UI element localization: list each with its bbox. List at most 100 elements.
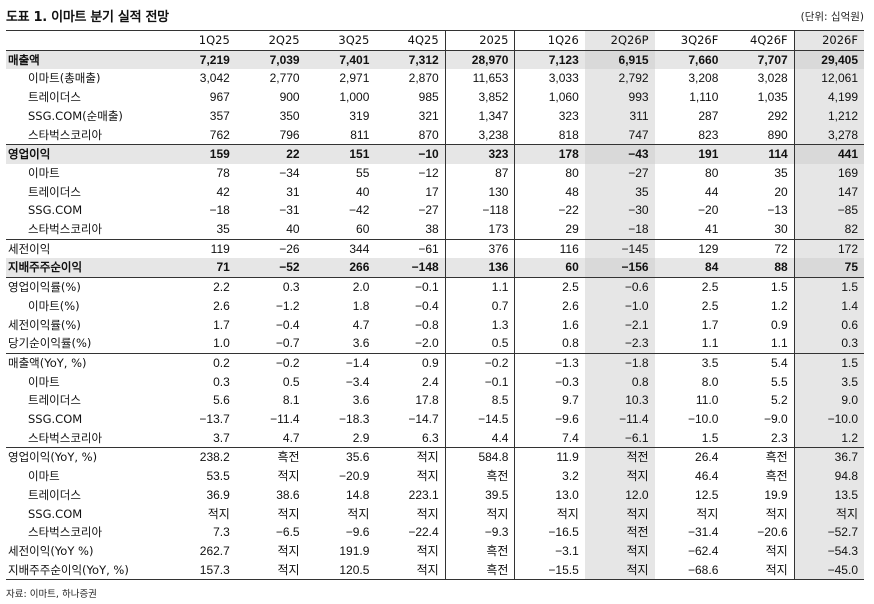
cell-value: −62.4	[688, 543, 719, 558]
cell-value: 3,028	[757, 71, 788, 86]
cell-value: 적전	[584, 447, 655, 468]
cell-value: 35.6	[346, 450, 370, 465]
table-row: 이마트(총매출) 3,042 2,770 2,971 2,870 11,653 3,033 2…	[6, 69, 864, 89]
cell-value: 2.5	[701, 280, 719, 295]
cell-value: 84	[654, 258, 725, 278]
row-label: SSG.COM	[28, 506, 83, 521]
cell-value: 88	[724, 258, 795, 278]
cell-value: 60	[514, 258, 585, 278]
cell-value: −9.0	[763, 412, 788, 427]
cell-value: −26	[279, 241, 300, 256]
cell-value: 40	[286, 222, 300, 237]
row-label: 지배주주순이익	[6, 258, 166, 278]
table-row: 세전이익률(%) 1.7 −0.4 4.7 −0.8 1.3 1.6 −2.1 1.7 0.9 0.…	[6, 315, 864, 335]
cell-value: 31	[286, 184, 300, 199]
cell-value: −1.3	[514, 353, 585, 373]
cell-value: 1.1	[770, 336, 788, 351]
cell-value: 191	[654, 144, 725, 164]
header-col: 3Q26F	[680, 33, 719, 47]
header-col: 1Q26	[514, 30, 585, 51]
cell-value: 적지	[347, 506, 370, 521]
cell-value: −22.4	[408, 525, 439, 540]
header-col: 4Q26F	[750, 33, 788, 47]
row-label: 매출액	[6, 50, 166, 70]
cell-value: 3.7	[213, 430, 230, 445]
cell-value: 7,219	[166, 50, 236, 70]
table-row: 세전이익 119 −26 344 −61 376 116 −145 129 72 172	[6, 239, 864, 259]
cell-value: 적지	[277, 506, 300, 521]
cell-value: 7,707	[724, 50, 795, 70]
cell-value: 20	[774, 184, 788, 199]
cell-value: −1.8	[584, 353, 655, 373]
cell-value: 9.7	[514, 391, 585, 411]
cell-value: 811	[350, 127, 370, 142]
cell-value: 적지	[765, 562, 788, 577]
cell-value: 2,792	[584, 69, 655, 89]
header-col: 1Q25	[198, 33, 230, 47]
cell-value: 17.8	[415, 393, 439, 408]
cell-value: 2.2	[213, 280, 230, 295]
row-label: 스타벅스코리아	[28, 430, 103, 445]
row-label: 영업이익률(%)	[8, 280, 81, 295]
cell-value: −34	[279, 165, 300, 180]
cell-value: 0.5	[282, 374, 300, 389]
row-label: SSG.COM	[28, 412, 83, 427]
header-col: 2Q25	[268, 33, 300, 47]
cell-value: 적지	[277, 562, 300, 577]
cell-value: 5.2	[770, 393, 788, 408]
cell-value: 40	[356, 184, 370, 199]
cell-value: 55	[356, 165, 370, 180]
cell-value: 1,212	[793, 106, 864, 126]
row-label: 세전이익(YoY %)	[8, 543, 94, 558]
cell-value: 26.4	[695, 450, 719, 465]
row-label: 세전이익률(%)	[8, 317, 81, 332]
cell-value: −0.1	[414, 280, 439, 295]
cell-value: 796	[279, 127, 300, 142]
cell-value: 19.9	[764, 487, 788, 502]
cell-value: −6.1	[584, 428, 655, 448]
row-label: 지배주주순이익(YoY, %)	[8, 562, 129, 577]
table-row: 이마트 53.5 적지 −20.9 적지 흑전 3.2 적지 46.4 흑전 94.8	[6, 467, 864, 486]
cell-value: 3.2	[514, 467, 585, 486]
cell-value: 30	[774, 222, 788, 237]
cell-value: 129	[698, 241, 719, 256]
cell-value: −0.8	[414, 317, 439, 332]
cell-value: 12.5	[695, 487, 719, 502]
cell-value: −31.4	[688, 525, 719, 540]
cell-value: −0.6	[584, 277, 655, 297]
cell-value: 94.8	[793, 467, 864, 486]
cell-value: 38	[425, 222, 439, 237]
table-row: 트레이더스 967 900 1,000 985 3,852 1,060 993 1,110 1,0…	[6, 88, 864, 107]
cell-value: 적지	[416, 506, 439, 521]
row-label: 세전이익	[8, 241, 51, 256]
cell-value: 178	[514, 144, 585, 164]
cell-value: 1.8	[352, 298, 370, 313]
cell-value: 151	[305, 144, 376, 164]
cell-value: 266	[305, 258, 376, 278]
cell-value: 2.6	[514, 296, 585, 316]
table-row: 스타벅스코리아 7.3 −6.5 −9.6 −22.4 −9.3 −16.5 적전 −31.4 −…	[6, 523, 864, 542]
cell-value: 적지	[416, 450, 439, 465]
cell-value: −20	[698, 203, 719, 218]
unit-label: (단위: 십억원)	[800, 11, 864, 23]
table-row: 당기순이익률(%) 1.0 −0.7 3.6 −2.0 0.5 0.8 −2.3 1.1 1.1 0…	[6, 334, 864, 354]
cell-value: 870	[418, 127, 439, 142]
cell-value: 173	[444, 220, 515, 240]
row-label: 영업이익	[6, 144, 166, 164]
table-row: 스타벅스코리아 35 40 60 38 173 29 −18 41 30 82	[6, 220, 864, 240]
cell-value: 238.2	[199, 450, 230, 465]
cell-value: 762	[209, 127, 230, 142]
cell-value: 130	[444, 182, 515, 202]
cell-value: −3.4	[345, 374, 370, 389]
header-col: 2025	[444, 30, 515, 51]
cell-value: −118	[444, 201, 515, 221]
cell-value: 0.9	[422, 355, 439, 370]
cell-value: −22	[514, 201, 585, 221]
row-label: 이마트(총매출)	[28, 71, 101, 86]
cell-value: 흑전	[444, 560, 515, 580]
cell-value: 29,405	[793, 50, 864, 70]
row-label: SSG.COM	[28, 203, 83, 218]
cell-value: −10	[375, 144, 446, 164]
cell-value: 39.5	[444, 485, 515, 505]
cell-value: 5.6	[213, 393, 230, 408]
